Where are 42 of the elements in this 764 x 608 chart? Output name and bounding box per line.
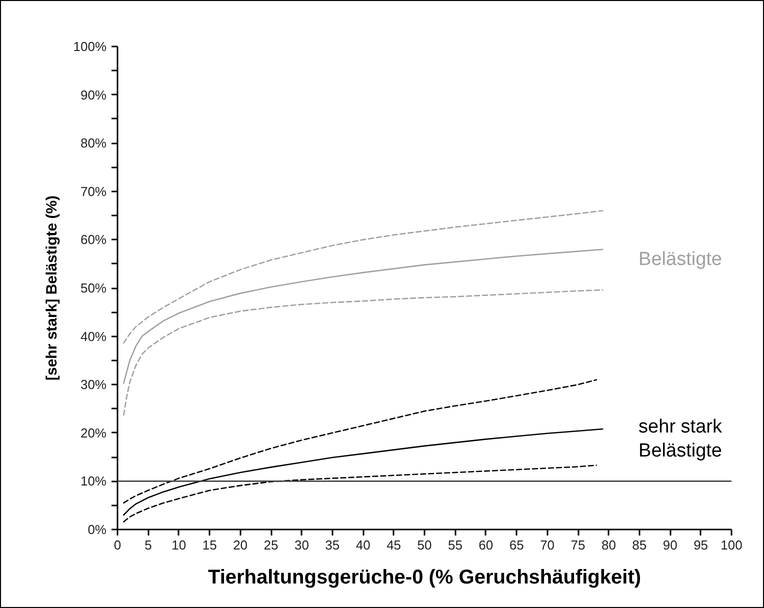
x-tick-label: 60: [478, 538, 494, 552]
x-tick-label: 0: [114, 538, 122, 552]
line-series: [122, 210, 604, 344]
x-axis-title: Tierhaltungsgerüche-0 (% Geruchshäufigkeit): [208, 566, 642, 588]
line-series: [122, 464, 598, 522]
y-tick-label: 70%: [80, 184, 107, 199]
x-tick-label: 5: [144, 538, 152, 552]
line-series: [122, 428, 604, 516]
x-tick-label: 55: [448, 538, 462, 552]
y-tick-label: 40%: [80, 328, 107, 344]
y-tick-label: 80%: [80, 136, 107, 151]
y-tick-label: 60%: [80, 232, 107, 248]
y-tick-label: 90%: [80, 87, 107, 102]
x-tick-label: 100: [720, 538, 742, 552]
x-tick-label: 75: [570, 538, 586, 552]
series-label: sehr stark Belästigte: [638, 416, 722, 462]
y-axis-title: [sehr stark] Belästigte (%): [43, 195, 60, 381]
y-tick-label: 20%: [80, 425, 107, 440]
y-tick-label: 100%: [73, 39, 107, 54]
x-tick-label: 20: [233, 538, 248, 552]
y-tick-label: 0%: [88, 522, 107, 537]
x-tick-label: 70: [540, 538, 555, 552]
line-series: [122, 379, 598, 504]
y-tick-label: 50%: [80, 280, 107, 296]
x-tick-label: 35: [325, 538, 340, 552]
x-tick-label: 30: [294, 538, 309, 552]
series-label: Belästigte: [638, 248, 722, 270]
x-tick-label: 85: [632, 538, 647, 552]
x-tick-label: 10: [172, 538, 186, 552]
y-tick-label: 30%: [80, 377, 107, 392]
line-series: [122, 248, 604, 384]
x-tick-label: 80: [601, 538, 616, 552]
x-tick-label: 40: [356, 538, 370, 552]
x-tick-label: 65: [509, 538, 524, 552]
y-tick-label: 10%: [80, 474, 107, 489]
x-tick-label: 50: [417, 538, 432, 552]
x-tick-label: 90: [662, 538, 678, 552]
x-tick-label: 15: [202, 538, 217, 552]
x-tick-label: 45: [386, 538, 402, 552]
x-tick-label: 95: [694, 538, 708, 552]
x-tick-label: 25: [264, 538, 278, 552]
line-series: [122, 289, 604, 416]
